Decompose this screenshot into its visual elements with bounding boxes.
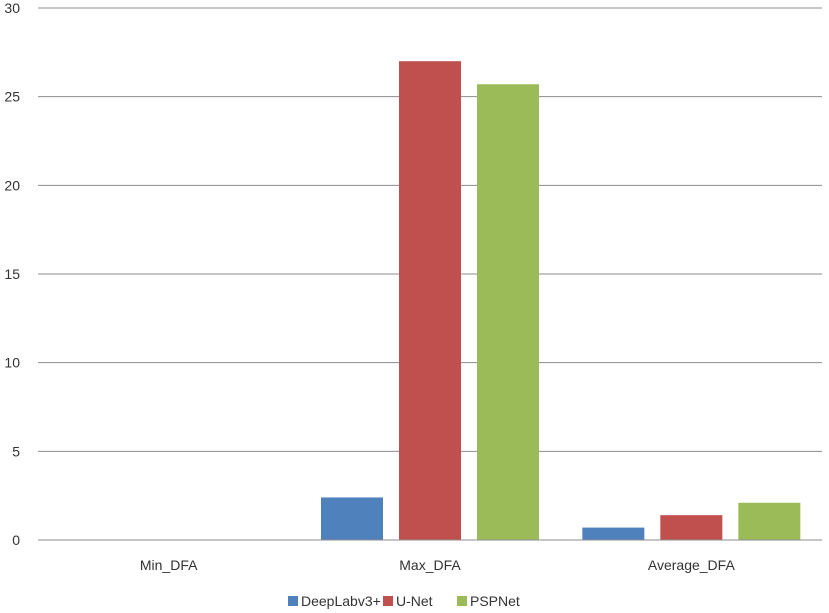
legend-label: PSPNet (470, 593, 520, 609)
legend-swatch (383, 596, 393, 606)
legend-item: U-Net (383, 593, 433, 609)
y-tick-label: 20 (4, 177, 20, 193)
legend-swatch (457, 596, 467, 606)
legend-item: DeepLabv3+ (288, 593, 381, 609)
legend: DeepLabv3+ U-Net PSPNet (288, 593, 520, 609)
legend-label: DeepLabv3+ (301, 593, 381, 609)
bar-average-dfa-deeplabv3 (582, 527, 645, 540)
y-tick-label: 10 (4, 355, 20, 371)
bar-max-dfa-deeplabv3 (321, 497, 383, 540)
y-tick-label: 25 (4, 89, 20, 105)
x-tick-label: Average_DFA (648, 557, 736, 573)
bar-average-dfa-pspnet (738, 502, 801, 540)
bar-max-dfa-u-net (399, 61, 461, 540)
x-tick-label: Max_DFA (399, 557, 461, 573)
y-axis-tick-labels: 0 5 10 15 20 25 30 (4, 0, 20, 548)
bar-max-dfa-pspnet (477, 84, 539, 541)
y-tick-label: 0 (12, 532, 20, 548)
legend-label: U-Net (396, 593, 433, 609)
y-tick-label: 15 (4, 266, 20, 282)
legend-swatch (288, 596, 298, 606)
x-tick-label: Min_DFA (140, 557, 198, 573)
x-axis-tick-labels: Min_DFA Max_DFA Average_DFA (140, 557, 736, 573)
bars (321, 61, 801, 541)
y-tick-label: 5 (12, 443, 20, 459)
bar-average-dfa-u-net (660, 515, 723, 540)
y-tick-label: 30 (4, 0, 20, 16)
legend-item: PSPNet (457, 593, 520, 609)
